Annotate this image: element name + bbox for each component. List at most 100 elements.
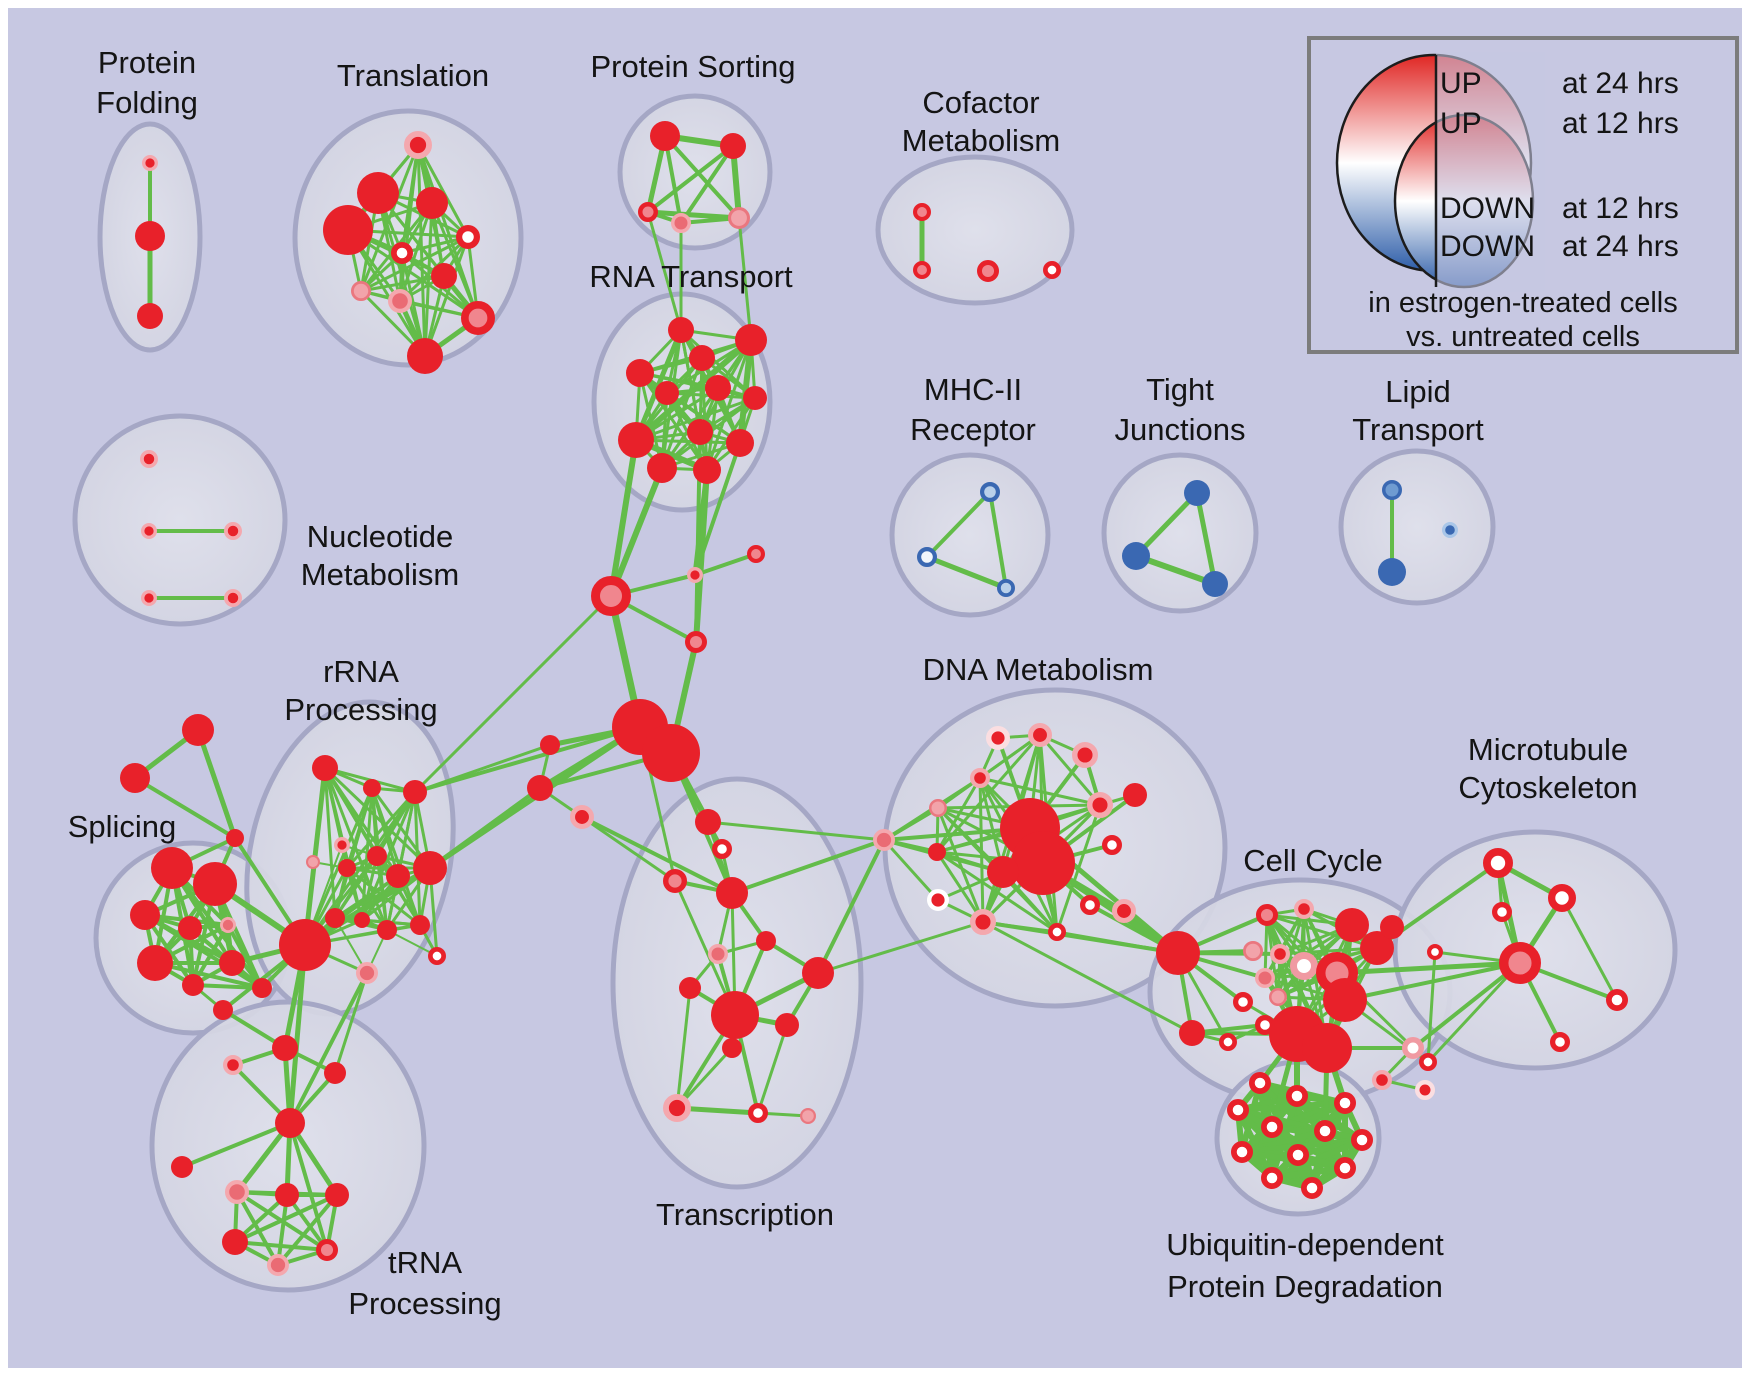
node-mc3: [1491, 901, 1512, 922]
node-r8: [618, 422, 654, 458]
cluster-label-cofactor-metabolism: Cofactor Metabolism: [902, 85, 1061, 158]
node-dm4: [969, 767, 990, 788]
cluster-label-line: Receptor: [910, 412, 1036, 447]
node-tni: [222, 1229, 248, 1255]
cluster-label-line: Protein: [98, 45, 196, 80]
node-cc17: [1218, 1032, 1237, 1051]
cluster-labels: Protein Folding Translation Protein Sorting…: [68, 45, 1638, 1321]
node-cm3: [976, 260, 999, 283]
cluster-label-line: MHC-II: [924, 372, 1022, 407]
node-l1: [540, 735, 560, 755]
node-tx3: [663, 869, 688, 894]
node-pf1: [141, 154, 158, 171]
network-edge: [233, 1193, 339, 1244]
node-rr9: [413, 851, 447, 885]
network-edge: [359, 274, 446, 293]
network-edge: [646, 144, 735, 214]
node-st3: [226, 829, 244, 847]
network-edge: [679, 144, 735, 225]
legend-direction-label-0: UP: [1440, 67, 1482, 100]
node-cc7: [1269, 943, 1290, 964]
node-tnhub: [275, 1108, 305, 1138]
cluster-label-splicing: Splicing: [68, 809, 177, 844]
node-cc2: [1293, 898, 1314, 919]
legend-footnote-line-0: in estrogen-treated cells: [1368, 287, 1678, 319]
legend-footnote-line-1: vs. untreated cells: [1406, 321, 1640, 353]
node-ov2: [1371, 1069, 1392, 1090]
cluster-label-line: Junctions: [1115, 412, 1246, 447]
cluster-label-trna-processing: tRNA Processing: [348, 1245, 501, 1321]
node-dm8: [1011, 831, 1075, 895]
node-u2: [1285, 1084, 1308, 1107]
cluster-label-line: Protein Degradation: [1167, 1269, 1443, 1304]
network-edge: [730, 838, 886, 895]
node-rr13: [410, 915, 430, 935]
node-u12: [1300, 1176, 1323, 1199]
cluster-ellipse-lipid-transport: [1338, 448, 1496, 606]
legend-fade-overlay: [1436, 52, 1545, 292]
node-sp6: [137, 945, 173, 981]
cluster-label-line: Folding: [96, 85, 198, 120]
network-edge: [693, 441, 742, 577]
node-r2: [735, 324, 767, 356]
network-edge: [180, 1121, 292, 1169]
node-ov3: [1415, 1080, 1435, 1100]
node-t5: [455, 224, 480, 249]
network-edge: [1265, 913, 1379, 950]
node-rr10: [325, 908, 345, 928]
node-tx6: [708, 944, 728, 964]
node-rr1: [312, 755, 338, 781]
cluster-label-line: Metabolism: [301, 557, 460, 592]
node-tx14: [799, 1107, 816, 1124]
node-dm13: [927, 889, 950, 912]
node-rr8: [386, 864, 410, 888]
network-edge: [633, 337, 754, 443]
network-edge: [133, 776, 237, 840]
node-dm5: [929, 799, 948, 818]
cluster-label-line: tRNA: [388, 1245, 462, 1280]
network-edge: [1133, 490, 1200, 559]
network-edge: [936, 806, 985, 924]
network-edge: [345, 790, 417, 870]
network-edge: [705, 338, 753, 472]
cluster-label-microtubule-cytoskeleton: Microtubule Cytoskeleton: [1458, 732, 1637, 805]
network-edge: [693, 552, 758, 577]
network-edge: [737, 216, 753, 342]
network-edge: [981, 920, 1194, 1035]
node-tx4: [716, 877, 748, 909]
node-sp5: [219, 917, 236, 934]
network-edge: [935, 850, 985, 924]
network-edge: [323, 766, 432, 870]
node-b2: [1179, 1020, 1205, 1046]
node-rr11: [354, 912, 370, 928]
cluster-ellipse-cofactor-metabolism: [875, 154, 1075, 306]
node-n2: [140, 522, 157, 539]
node-n1: [139, 450, 158, 469]
node-r7: [743, 386, 767, 410]
network-edge: [1334, 960, 1523, 976]
legend-direction-label-1: UP: [1440, 107, 1482, 140]
cluster-label-line: Processing: [284, 692, 437, 727]
node-r1: [668, 317, 694, 343]
network-edge: [634, 396, 757, 442]
node-ps1: [650, 121, 680, 151]
node-dm16: [1047, 923, 1066, 942]
node-tnb: [223, 1054, 244, 1075]
node-pf3: [137, 303, 163, 329]
node-u8: [1230, 1140, 1253, 1163]
node-r4: [689, 345, 715, 371]
node-lt1: [1382, 480, 1402, 500]
network-edge: [673, 879, 737, 1017]
network-edge: [1560, 896, 1619, 1002]
node-cc12: [1232, 991, 1253, 1012]
legend-time-label-3: at 24 hrs: [1562, 230, 1679, 263]
network-edge: [988, 490, 1008, 590]
legend-direction-label-2: DOWN: [1440, 192, 1535, 225]
node-u5: [1260, 1115, 1283, 1138]
cluster-label-line: Tight: [1146, 372, 1214, 407]
network-edge: [170, 866, 264, 990]
node-sp2: [193, 862, 237, 906]
node-lc: [570, 805, 595, 830]
node-dm2: [1028, 723, 1053, 748]
network-edge: [706, 820, 886, 842]
